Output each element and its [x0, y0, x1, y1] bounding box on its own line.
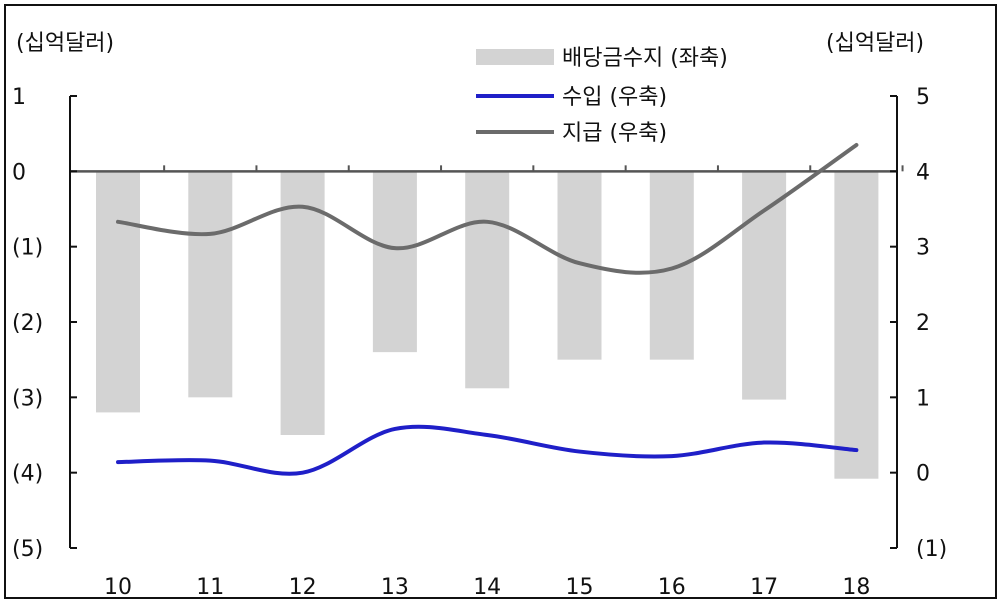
- left-tick-label: (3): [12, 386, 43, 411]
- x-tick-label-16: 16: [658, 575, 686, 600]
- right-tick-label: 3: [916, 236, 930, 261]
- income-point-11: [209, 460, 211, 462]
- x-tick-label-11: 11: [196, 575, 224, 600]
- bar-10: [96, 171, 140, 413]
- right-tick-label: 5: [916, 85, 930, 110]
- income-line: [116, 424, 859, 476]
- x-tick-label-18: 18: [842, 575, 870, 600]
- income-point-12: [302, 472, 304, 474]
- bar-16: [649, 171, 694, 360]
- income-point-18: [855, 449, 857, 451]
- legend-payment-label: 지급 (우축): [562, 121, 667, 146]
- left-tick-label: (2): [12, 311, 43, 336]
- left-axis-unit: (십억달러): [16, 31, 114, 56]
- payment-point-10: [117, 221, 119, 223]
- payment-point-14: [486, 221, 488, 223]
- payment-point-13: [394, 247, 396, 249]
- income-point-13: [394, 428, 396, 430]
- left-tick-label: (5): [12, 537, 43, 562]
- x-tick-label-13: 13: [381, 575, 409, 600]
- income-point-17: [763, 442, 765, 444]
- right-tick-label: 0: [916, 462, 930, 487]
- income-point-10: [117, 461, 119, 463]
- income-point-14: [486, 434, 488, 436]
- legend-income-label: 수입 (우축): [562, 85, 667, 110]
- left-tick-label: 1: [12, 85, 26, 110]
- right-tick-label: 4: [916, 160, 930, 185]
- bar-13: [372, 171, 417, 353]
- right-tick-label: 2: [916, 311, 930, 336]
- x-tick-label-14: 14: [473, 575, 501, 600]
- payment-point-12: [302, 206, 304, 208]
- bar-18: [834, 171, 879, 479]
- payment-point-18: [855, 144, 857, 146]
- bar-17: [742, 171, 787, 400]
- x-tick-label-15: 15: [566, 575, 594, 600]
- x-tick-label-17: 17: [750, 575, 778, 600]
- left-tick-label: (4): [12, 462, 43, 487]
- left-tick-label: (1): [12, 236, 43, 261]
- bar-11: [188, 171, 233, 398]
- x-tick-label-10: 10: [104, 575, 132, 600]
- income-point-15: [579, 451, 580, 453]
- bar-14: [465, 171, 510, 389]
- legend-dividend-label: 배당금수지 (좌축): [562, 46, 728, 71]
- bar-12: [280, 171, 325, 436]
- right-axis-unit: (십억달러): [826, 31, 924, 56]
- x-tick-label-12: 12: [289, 575, 317, 600]
- left-tick-label: 0: [12, 160, 26, 185]
- right-tick-label: 1: [916, 386, 930, 411]
- payment-point-17: [763, 210, 765, 212]
- payment-point-11: [209, 233, 211, 235]
- payment-point-15: [579, 262, 580, 264]
- legend-dividend-swatch: [476, 49, 554, 65]
- payment-point-16: [671, 268, 673, 270]
- income-point-16: [671, 455, 673, 457]
- right-tick-label: (1): [916, 537, 947, 562]
